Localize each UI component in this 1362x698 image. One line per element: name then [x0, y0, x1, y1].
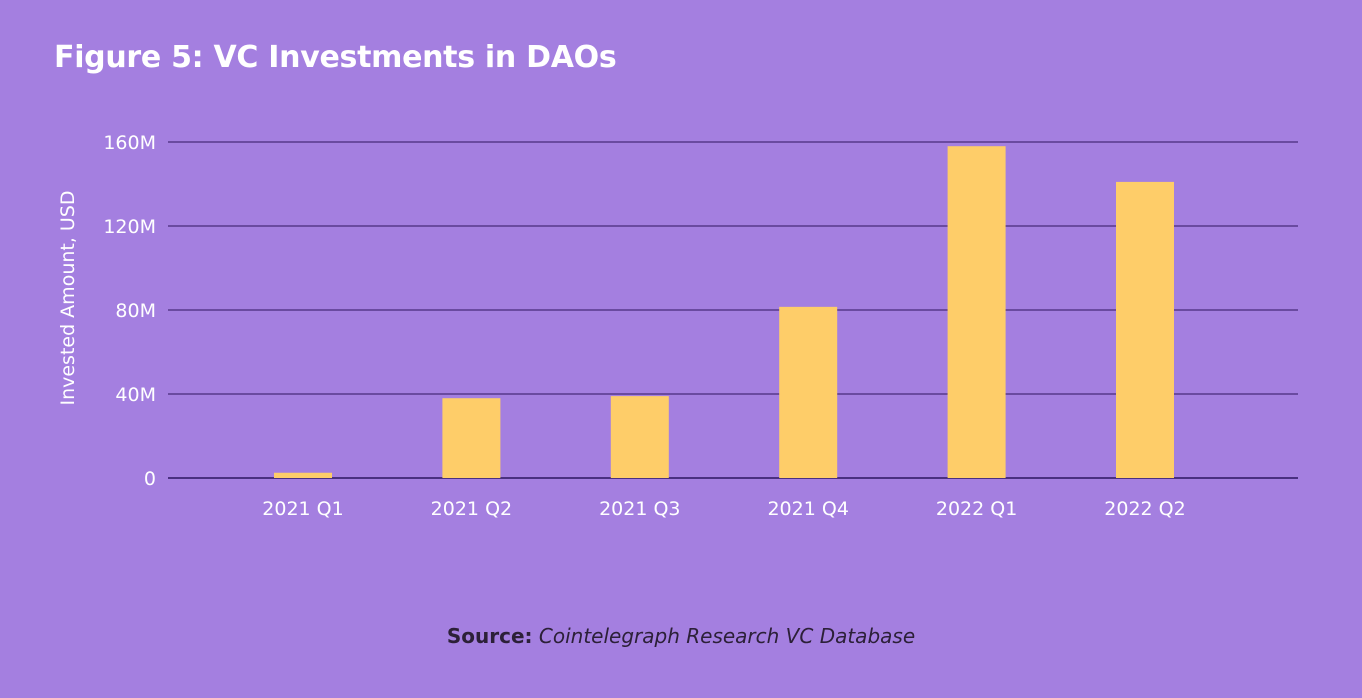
- y-tick-label: 40M: [115, 384, 156, 406]
- x-tick-label: 2021 Q1: [262, 498, 343, 520]
- bar-2021-q3: [610, 396, 669, 478]
- y-tick-label: 120M: [103, 216, 156, 238]
- gridlines: [168, 141, 1298, 479]
- bar-2022-q2: [1116, 181, 1174, 478]
- bar-2021-q4: [779, 306, 838, 478]
- y-tick-label: 160M: [103, 132, 156, 154]
- x-tick-label: 2021 Q2: [431, 498, 512, 520]
- bar-2021-q2: [442, 398, 501, 478]
- y-tick-label: 0: [144, 468, 156, 490]
- source-note: Source: Cointelegraph Research VC Databa…: [0, 624, 1362, 648]
- y-tick-label: 80M: [115, 300, 156, 322]
- y-axis-label: Invested Amount, USD: [57, 190, 79, 405]
- bar-2022-q1: [947, 146, 1006, 478]
- bar-2021-q1: [274, 472, 332, 478]
- y-tick-labels: 0 40M 80M 120M 160M: [103, 132, 156, 490]
- chart-title: Figure 5: VC Investments in DAOs: [54, 40, 617, 75]
- x-tick-labels: 2021 Q1 2021 Q2 2021 Q3 2021 Q4 2022 Q1 2022 …: [262, 498, 1185, 520]
- source-label: Source:: [446, 624, 533, 648]
- x-tick-label: 2022 Q2: [1104, 498, 1185, 520]
- bars: [274, 146, 1174, 478]
- x-tick-label: 2021 Q3: [599, 498, 680, 520]
- x-tick-label: 2022 Q1: [936, 498, 1017, 520]
- source-text: Cointelegraph Research VC Database: [538, 624, 916, 648]
- x-tick-label: 2021 Q4: [767, 498, 848, 520]
